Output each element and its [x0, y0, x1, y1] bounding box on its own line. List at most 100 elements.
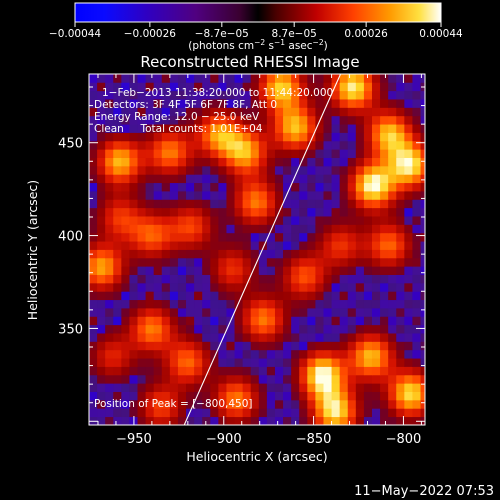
heatmap-cell	[315, 199, 324, 209]
heatmap-cell	[194, 391, 203, 401]
heatmap-cell	[97, 107, 106, 117]
heatmap-cell	[210, 274, 219, 284]
heatmap-cell	[202, 232, 211, 242]
heatmap-cell	[339, 157, 349, 167]
colorbar-tick-label: −0.00044	[49, 28, 102, 40]
heatmap-cell	[388, 291, 397, 301]
heatmap-cell	[210, 191, 219, 200]
heatmap-cell	[194, 107, 203, 117]
heatmap-cell	[194, 82, 203, 92]
heatmap-cell	[283, 149, 292, 158]
heatmap-cell	[339, 115, 349, 125]
heatmap-cell	[258, 157, 268, 167]
heatmap-cell	[396, 308, 405, 317]
heatmap-cell	[169, 316, 179, 326]
heatmap-cell	[380, 82, 389, 92]
heatmap-cell	[266, 366, 276, 376]
heatmap-cell	[299, 216, 308, 225]
heatmap-cell	[331, 107, 341, 117]
heatmap-cell	[363, 82, 373, 92]
heatmap-cell	[323, 90, 332, 100]
heatmap-cell	[250, 74, 260, 83]
heatmap-cell	[371, 274, 381, 284]
heatmap-cell	[202, 341, 211, 351]
heatmap-cell	[274, 241, 284, 250]
heatmap-cell	[339, 282, 349, 292]
heatmap-cell	[283, 132, 292, 142]
heatmap-cell	[363, 207, 373, 217]
heatmap-cell	[161, 191, 171, 200]
heatmap-cell	[218, 282, 227, 292]
heatmap-cell	[177, 366, 187, 376]
heatmap-cell	[153, 74, 163, 83]
heatmap-cell	[89, 249, 98, 259]
heatmap-cell	[339, 232, 349, 242]
heatmap-cell	[153, 282, 163, 292]
heatmap-cell	[194, 207, 203, 217]
heatmap-cell	[331, 149, 341, 158]
heatmap-cell	[266, 282, 276, 292]
heatmap-cell	[89, 115, 98, 125]
heatmap-cell	[283, 249, 292, 259]
heatmap-cell	[274, 107, 284, 117]
heatmap-cell	[153, 107, 163, 117]
heatmap-cell	[218, 99, 227, 108]
heatmap-cell	[274, 316, 284, 326]
heatmap-cell	[250, 266, 260, 275]
heatmap-cell	[177, 249, 187, 259]
colorbar-tick-labels: −0.00044 −0.00026 −8.7e−05 8.7e−05 0.00026 0.…	[49, 28, 463, 40]
heatmap-cell	[137, 224, 146, 234]
heatmap-cell	[307, 416, 316, 425]
heatmap-cell	[412, 174, 421, 184]
heatmap-cell	[388, 132, 397, 142]
heatmap-cell	[194, 399, 203, 409]
heatmap-cell	[258, 366, 268, 376]
heatmap-cell	[266, 358, 276, 367]
heatmap-cell	[210, 299, 219, 309]
heatmap-cell	[396, 408, 405, 418]
heatmap-cell	[218, 140, 227, 150]
heatmap-cell	[177, 157, 187, 167]
heatmap-cell	[291, 266, 300, 275]
heatmap-cell	[234, 324, 244, 334]
heatmap-cell	[129, 349, 138, 359]
heatmap-cell	[363, 149, 373, 158]
heatmap-cell	[169, 124, 179, 133]
heatmap-cell	[347, 99, 357, 108]
heatmap-cell	[266, 216, 276, 225]
heatmap-cell	[202, 257, 211, 267]
heatmap-cell	[307, 257, 316, 267]
heatmap-cell	[202, 157, 211, 167]
heatmap-cell	[169, 140, 179, 150]
heatmap-cell	[137, 90, 146, 100]
heatmap-cell	[266, 374, 276, 384]
heatmap-cell	[299, 232, 308, 242]
heatmap-cell	[242, 132, 252, 142]
heatmap-cell	[169, 341, 179, 351]
heatmap-cell	[218, 232, 227, 242]
heatmap-cell	[339, 349, 349, 359]
heatmap-cell	[258, 266, 268, 275]
heatmap-cell	[177, 349, 187, 359]
heatmap-cell	[137, 249, 146, 259]
heatmap-cell	[347, 291, 357, 301]
heatmap-cell	[323, 157, 332, 167]
heatmap-cell	[266, 241, 276, 250]
heatmap-cell	[129, 191, 138, 200]
heatmap-cell	[347, 124, 357, 133]
colorbar: −0.00044 −0.00026 −8.7e−05 8.7e−05 0.00026 0.…	[49, 2, 463, 52]
heatmap-cell	[323, 366, 332, 376]
heatmap-cell	[194, 383, 203, 392]
heatmap-cell	[202, 124, 211, 133]
heatmap-cell	[404, 249, 413, 259]
heatmap-cell	[153, 216, 163, 225]
heatmap-cell	[347, 383, 357, 392]
heatmap-cell	[331, 316, 341, 326]
heatmap-cell	[339, 316, 349, 326]
heatmap-cell	[250, 165, 260, 175]
heatmap-cell	[137, 291, 146, 301]
annotation-energy: Energy Range: 12.0 − 25.0 keV	[94, 111, 260, 123]
heatmap-cell	[307, 358, 316, 367]
heatmap-cell	[218, 399, 227, 409]
heatmap-cell	[315, 157, 324, 167]
